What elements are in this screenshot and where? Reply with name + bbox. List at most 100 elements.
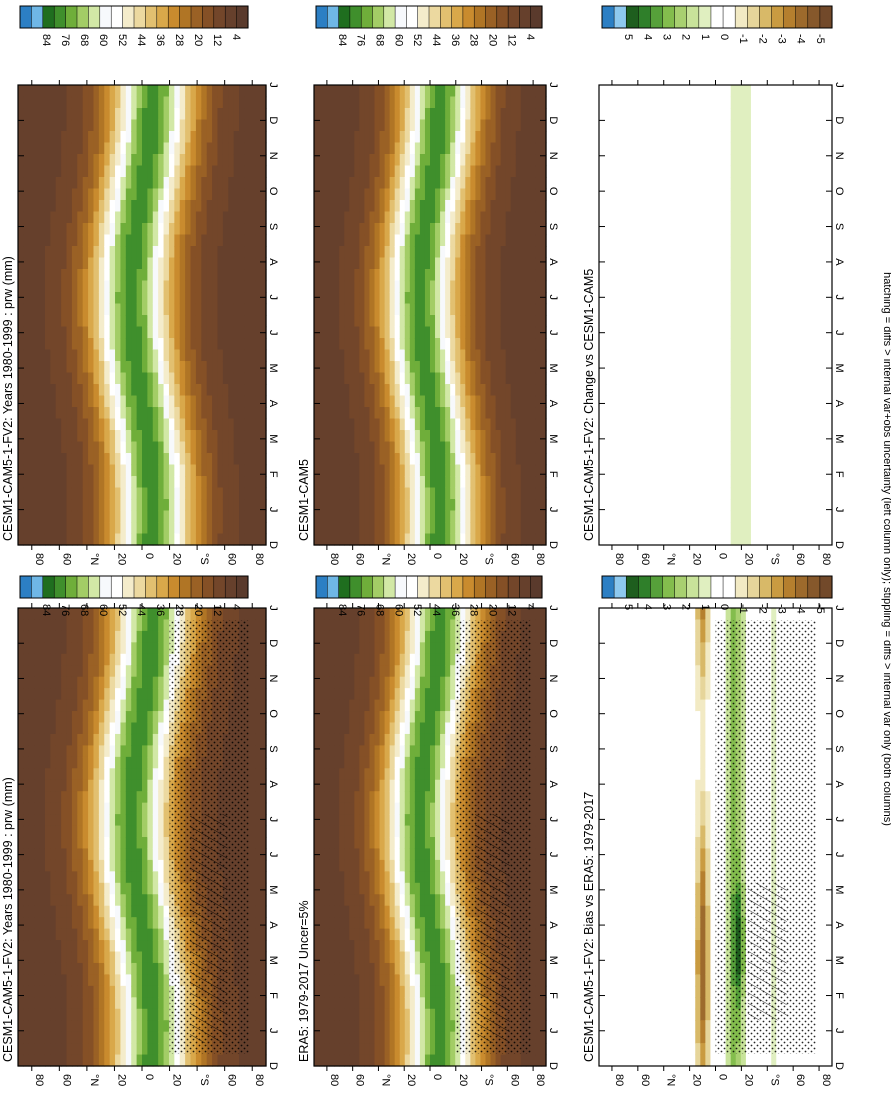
field-cell [147, 848, 154, 861]
field-cell [445, 608, 451, 621]
field-cell [394, 1043, 401, 1056]
field-cell [50, 1054, 57, 1067]
field-cell [530, 722, 537, 735]
field-cell [700, 711, 706, 724]
field-cell [359, 928, 366, 941]
field-cell [535, 974, 542, 987]
field-cell [644, 699, 651, 712]
field-cell [147, 802, 154, 815]
field-cell [369, 756, 376, 769]
field-cell [359, 676, 366, 689]
lat-tick-label: 20 [457, 1074, 469, 1086]
field-cell [404, 962, 411, 975]
field-cell [61, 642, 68, 655]
field-cell [374, 997, 381, 1010]
field-cell [158, 1020, 165, 1033]
field-cell [450, 985, 456, 998]
field-cell [705, 722, 712, 735]
field-cell [450, 974, 456, 987]
field-cell [260, 733, 267, 746]
field-cell [88, 630, 95, 643]
field-cell [319, 653, 325, 666]
field-cell [18, 997, 24, 1010]
field-cell [23, 676, 30, 689]
field-cell [634, 1031, 641, 1044]
field-cell [664, 825, 671, 838]
field-cell [515, 608, 522, 621]
field-cell [77, 756, 84, 769]
field-cell [93, 688, 100, 701]
field-cell [260, 905, 267, 918]
field-cell [18, 676, 24, 689]
field-cell [109, 722, 116, 735]
field-cell [690, 997, 696, 1010]
field-cell [634, 928, 641, 941]
field-cell [414, 722, 421, 735]
field-cell [98, 779, 105, 792]
field-cell [520, 1054, 527, 1067]
field-cell [344, 848, 350, 861]
field-cell [414, 1008, 421, 1021]
field-cell [34, 802, 41, 815]
field-cell [659, 665, 666, 678]
field-cell [450, 665, 456, 678]
field-cell [349, 619, 355, 632]
field-cell [624, 756, 630, 769]
field-cell [490, 1054, 497, 1067]
field-cell [540, 859, 547, 872]
field-cell [614, 985, 620, 998]
field-cell [399, 779, 406, 792]
field-cell [369, 905, 376, 918]
month-tick-label: J [267, 817, 279, 823]
field-cell [314, 997, 320, 1010]
field-cell [88, 1020, 95, 1033]
field-cell [334, 768, 340, 781]
field-cell [314, 733, 320, 746]
field-cell [369, 974, 376, 987]
field-cell [152, 779, 159, 792]
field-cell [409, 733, 416, 746]
field-cell [77, 974, 84, 987]
field-cell [384, 848, 391, 861]
field-cell [152, 676, 159, 689]
field-cell [18, 619, 24, 632]
field-cell [147, 837, 154, 850]
field-cell [374, 1020, 381, 1033]
field-cell [136, 1020, 143, 1033]
field-cell [77, 711, 84, 724]
field-cell [115, 665, 122, 678]
field-cell [614, 882, 620, 895]
field-cell [18, 711, 24, 724]
field-cell [319, 940, 325, 953]
field-cell [23, 825, 30, 838]
field-cell [664, 1008, 671, 1021]
field-cell [674, 653, 681, 666]
field-cell [364, 894, 371, 907]
field-cell [349, 962, 355, 975]
field-cell [61, 985, 68, 998]
field-cell [540, 814, 547, 827]
field-cell [82, 1054, 89, 1067]
field-cell [424, 814, 431, 827]
field-cell [339, 756, 345, 769]
field-cell [384, 1031, 391, 1044]
field-cell [147, 733, 154, 746]
field-cell [152, 1020, 159, 1033]
field-cell [136, 882, 143, 895]
field-cell [394, 745, 401, 758]
field-cell [535, 711, 542, 724]
field-cell [34, 825, 41, 838]
field-cell [88, 711, 95, 724]
field-cell [88, 940, 95, 953]
field-cell [66, 1043, 73, 1056]
field-cell [685, 722, 691, 735]
field-cell [440, 619, 446, 632]
field-cell [158, 940, 165, 953]
field-cell [329, 711, 335, 724]
field-cell [690, 1031, 696, 1044]
field-cell [88, 997, 95, 1010]
field-cell [624, 837, 630, 850]
field-cell [619, 608, 625, 621]
field-cell [374, 962, 381, 975]
field-cell [629, 665, 636, 678]
